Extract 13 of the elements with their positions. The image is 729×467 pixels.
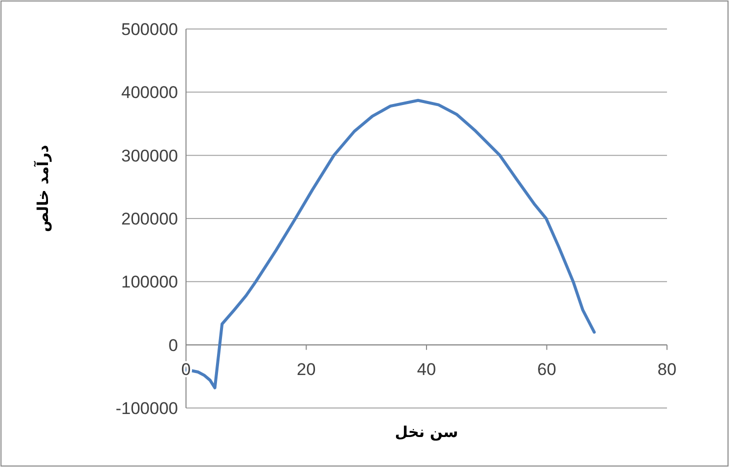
x-axis-title: سن نخل [394, 423, 458, 441]
y-tick-label: 100000 [121, 272, 178, 292]
y-tick-label: 500000 [121, 20, 178, 39]
x-tick-label: 60 [537, 360, 556, 379]
y-tick-label: 200000 [121, 209, 178, 228]
y-tick-label: 0 [168, 336, 178, 355]
y-tick-label: -100000 [116, 398, 178, 418]
x-tick-label: 40 [417, 360, 436, 379]
x-tick-label: 20 [296, 360, 316, 379]
y-axis-title: درآمد خالص [33, 144, 52, 232]
x-tick-label: 80 [658, 360, 676, 379]
y-tick-label: 300000 [121, 146, 178, 166]
y-tick-label: 400000 [121, 83, 178, 102]
